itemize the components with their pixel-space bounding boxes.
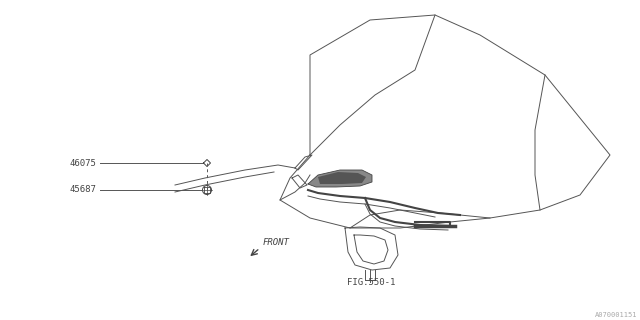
- Text: FRONT: FRONT: [263, 238, 290, 247]
- Text: FIG.550-1: FIG.550-1: [347, 278, 396, 287]
- Text: 45687: 45687: [70, 186, 97, 195]
- Text: 46075: 46075: [70, 158, 97, 167]
- Text: A070001151: A070001151: [595, 312, 637, 318]
- Polygon shape: [318, 172, 366, 184]
- Polygon shape: [308, 170, 372, 187]
